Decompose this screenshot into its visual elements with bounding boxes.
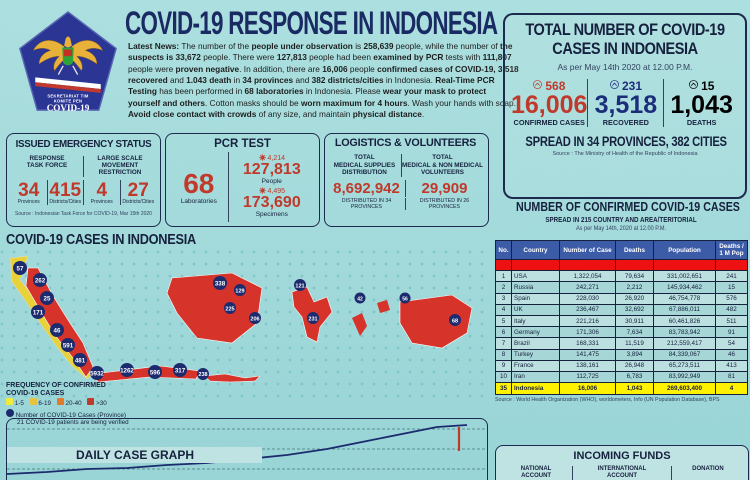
svg-text:596: 596 (150, 370, 161, 377)
svg-text:68: 68 (452, 319, 458, 325)
svg-text:171: 171 (33, 310, 44, 317)
svg-text:1262: 1262 (120, 368, 134, 375)
svg-text:COVID-19: COVID-19 (47, 103, 90, 113)
svg-text:238: 238 (198, 372, 207, 378)
svg-text:57: 57 (17, 266, 24, 273)
svg-text:56: 56 (402, 296, 408, 302)
svg-text:591: 591 (63, 343, 74, 350)
svg-text:46: 46 (54, 328, 61, 335)
svg-text:129: 129 (235, 289, 244, 295)
svg-text:481: 481 (75, 358, 86, 365)
svg-text:DAILY CASE GRAPH: DAILY CASE GRAPH (76, 448, 194, 462)
svg-text:206: 206 (250, 317, 259, 323)
svg-text:317: 317 (175, 368, 186, 375)
svg-text:262: 262 (35, 278, 46, 285)
svg-text:338: 338 (215, 281, 226, 288)
svg-text:231: 231 (308, 317, 317, 323)
svg-text:121: 121 (295, 284, 304, 290)
svg-text:25: 25 (44, 296, 51, 303)
svg-text:42: 42 (357, 296, 363, 302)
svg-text:5932: 5932 (90, 371, 104, 378)
svg-text:225: 225 (225, 307, 234, 313)
